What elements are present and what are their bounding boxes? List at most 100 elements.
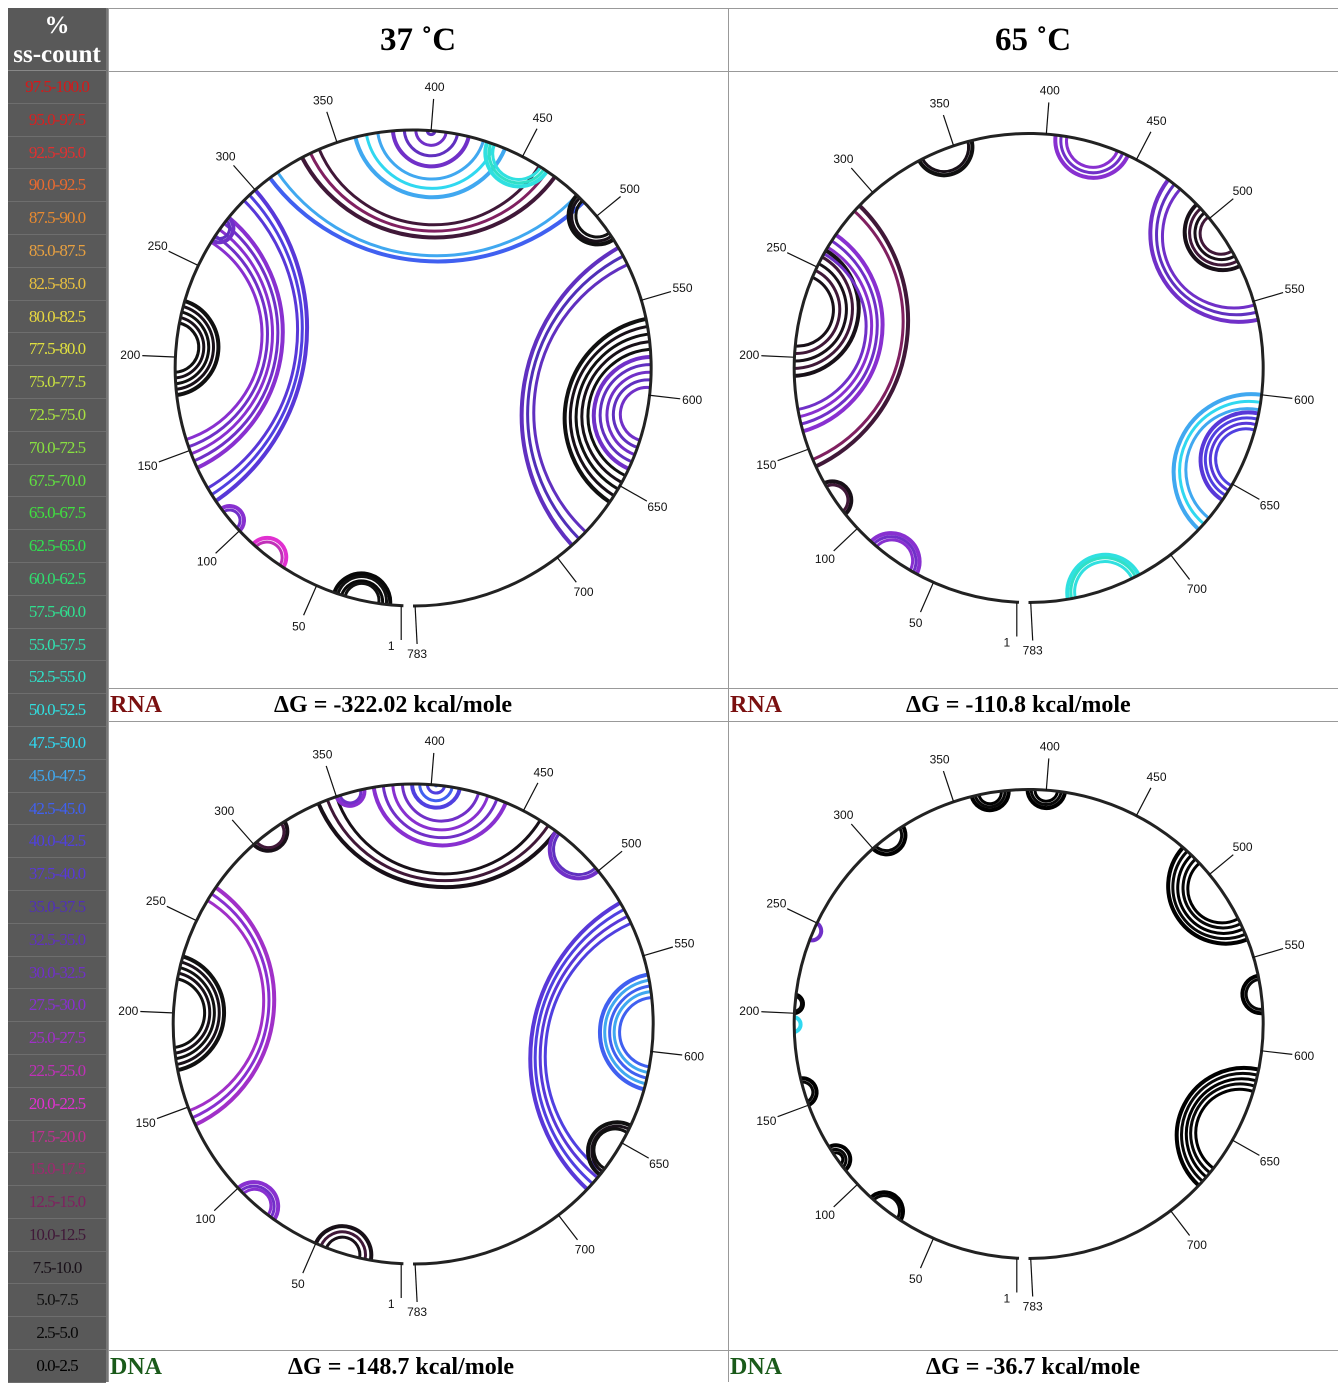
tick-label: 550 — [1285, 938, 1305, 952]
base-pair-arc — [792, 255, 854, 370]
tick-mark — [761, 355, 794, 358]
tick-mark — [777, 1104, 808, 1118]
base-pair-arc — [1171, 392, 1261, 531]
base-pair-arc — [414, 129, 448, 147]
tick-mark — [1208, 198, 1234, 220]
tick-label: 300 — [216, 149, 236, 163]
base-pair-arc — [586, 347, 650, 477]
base-pair-arc — [1198, 216, 1232, 256]
figure-grid: 37 ˚C 65 ˚C 1 50 100 150 200 250 300 350 400 450 5… — [108, 8, 1338, 1382]
tick-label: 100 — [197, 555, 217, 569]
legend-bin: 22.5-25.0 — [8, 1055, 106, 1088]
base-pair-arc — [250, 535, 289, 570]
base-pair-arc — [241, 1187, 273, 1217]
legend-bin: 2.5-5.0 — [8, 1317, 106, 1351]
base-pair-arc — [1188, 207, 1238, 267]
base-pair-arc — [176, 954, 227, 1073]
base-pair-arc — [187, 898, 266, 1113]
base-pair-arc — [251, 819, 290, 853]
base-pair-arc — [829, 1147, 848, 1169]
tick-mark — [942, 114, 955, 146]
tick-label: 600 — [1294, 1049, 1314, 1063]
base-pair-arc — [1148, 179, 1258, 324]
legend-bin: 75.0-77.5 — [8, 366, 106, 399]
tick-label: 350 — [930, 753, 950, 767]
base-pair-arc — [1178, 400, 1260, 525]
base-pair-arc — [313, 1224, 374, 1261]
tick-mark — [1030, 1258, 1034, 1297]
base-pair-arc — [562, 317, 646, 504]
base-pair-arcs — [173, 129, 651, 606]
sequence-ticks: 1501001502002503003504004505005506006507… — [118, 734, 704, 1319]
tick-mark — [430, 752, 435, 785]
legend-header: % ss-count — [8, 8, 106, 71]
legend-bin: 17.5-20.0 — [8, 1121, 106, 1154]
base-pair-arc — [920, 140, 971, 174]
base-pair-arc — [566, 194, 614, 247]
legend-bin: 42.5-45.0 — [8, 793, 106, 826]
tick-mark — [650, 1050, 683, 1056]
tick-label: 550 — [672, 281, 692, 295]
tick-mark — [786, 908, 817, 924]
tick-mark — [1208, 854, 1234, 876]
tick-mark — [618, 484, 648, 502]
tick-label: 50 — [292, 619, 306, 633]
legend-bin: 92.5-95.0 — [8, 137, 106, 170]
tick-mark — [1231, 483, 1260, 500]
tick-label: 600 — [684, 1049, 704, 1063]
base-pair-arc — [173, 977, 207, 1050]
base-pair-arc — [811, 209, 905, 462]
tick-label: 650 — [1260, 1154, 1280, 1168]
base-pair-arc — [400, 784, 480, 823]
base-pair-arc — [874, 538, 915, 572]
base-pair-arc — [1155, 183, 1256, 317]
tick-mark — [430, 98, 435, 131]
base-pair-arc — [793, 268, 842, 355]
base-pair-arc — [173, 321, 201, 374]
base-pair-arc — [300, 156, 557, 240]
tick-mark — [642, 946, 674, 957]
base-pair-arc — [586, 1120, 631, 1176]
molecule-label-dna-65c: DNA — [730, 1354, 782, 1380]
grid-divider-caption-bottom — [108, 1350, 1338, 1351]
energy-label-dna-65c: ΔG = -36.7 kcal/mole — [926, 1354, 1141, 1380]
legend-bin: 25.0-27.5 — [8, 1022, 106, 1055]
energy-label-rna-65c: ΔG = -110.8 kcal/mole — [906, 692, 1131, 718]
tick-label: 700 — [1187, 1238, 1207, 1252]
legend-bin: 87.5-90.0 — [8, 202, 106, 235]
tick-mark — [168, 250, 198, 266]
tick-label: 550 — [1285, 282, 1305, 296]
tick-label: 100 — [815, 1208, 835, 1222]
base-pair-arc — [175, 298, 221, 398]
base-pair-arcs — [792, 134, 1261, 600]
tick-label: 783 — [407, 1305, 427, 1319]
base-pair-arc — [1240, 973, 1262, 1016]
base-pair-arc — [580, 340, 649, 484]
base-pair-arc — [612, 990, 650, 1074]
tick-label: 700 — [1187, 582, 1207, 596]
base-pair-arc — [603, 978, 649, 1085]
base-pair-arc — [1182, 203, 1240, 273]
tick-label: 600 — [1294, 393, 1314, 407]
base-pair-arc — [1180, 1071, 1257, 1182]
base-pair-arc — [1033, 789, 1059, 803]
base-pair-arc — [174, 315, 206, 380]
legend-bin: 80.0-82.5 — [8, 301, 106, 334]
tick-label: 350 — [313, 93, 333, 107]
grid-divider-top — [108, 8, 1338, 9]
legend-bin: 90.0-92.5 — [8, 169, 106, 203]
base-pair-arc — [1193, 212, 1235, 262]
legend-bin: 62.5-65.0 — [8, 530, 106, 563]
tick-label: 500 — [1233, 184, 1253, 198]
base-pair-arc — [543, 922, 631, 1173]
tick-label: 650 — [647, 500, 667, 514]
base-pair-arc — [793, 275, 835, 348]
base-pair-arc — [338, 789, 363, 805]
base-pair-arc — [547, 830, 599, 881]
base-pair-arc — [192, 221, 280, 463]
base-pair-arc — [611, 378, 650, 449]
base-pair-arc — [1214, 427, 1255, 487]
tick-label: 100 — [195, 1212, 215, 1226]
tick-mark — [761, 1011, 794, 1014]
legend-bin: 0.0-2.5 — [8, 1350, 106, 1383]
